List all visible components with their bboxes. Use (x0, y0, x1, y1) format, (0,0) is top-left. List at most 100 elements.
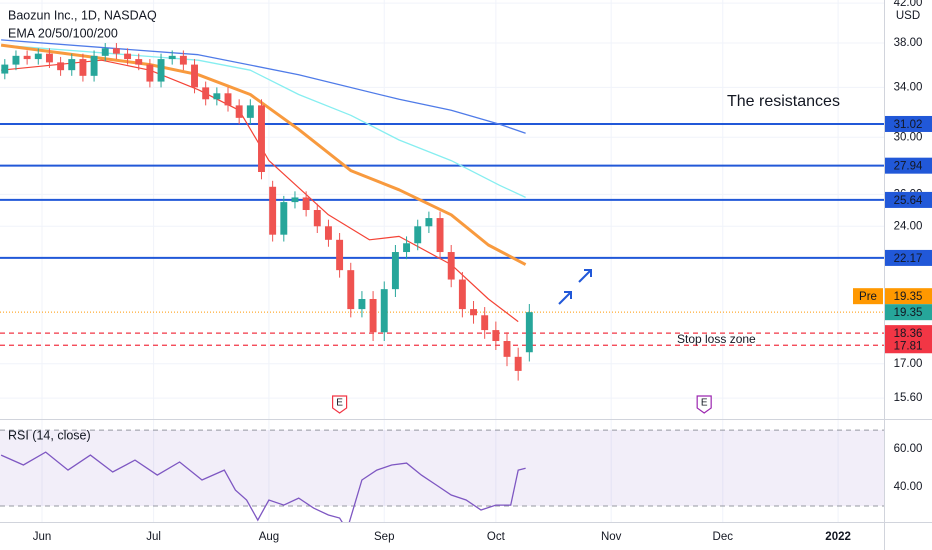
candle-body (324, 226, 332, 240)
rsi-line (0, 451, 526, 522)
candle-body (414, 226, 422, 244)
ema-line (1, 44, 526, 198)
y-tick-label: 24.00 (894, 220, 923, 232)
axis-layer: Jun Jul Aug Sep Oct Nov Dec 2022 42.00 38.00 34.00… (33, 0, 932, 543)
level-label: 27.94 (894, 161, 923, 173)
candle-body (57, 62, 65, 71)
candle-body (146, 64, 154, 82)
level-label: 17.81 (894, 340, 923, 352)
arrow-head (564, 291, 572, 299)
pre-market-tag (853, 288, 883, 305)
candle-body (425, 218, 433, 227)
candle-body (481, 315, 489, 331)
candle-body (347, 270, 355, 310)
rsi-title: RSI (14, close) (8, 428, 91, 442)
candle-body (179, 55, 187, 65)
y-tick-label: 15.60 (894, 392, 923, 404)
stop-loss-annotation: Stop loss zone (677, 332, 756, 346)
candle-body (280, 202, 288, 235)
x-tick-label: Sep (374, 531, 394, 543)
candle-body (291, 197, 299, 203)
y-tick-label: 38.00 (894, 37, 923, 49)
candle-body (436, 218, 444, 253)
candle-body (458, 279, 466, 310)
ema-line (1, 59, 519, 323)
candle-body (124, 53, 132, 60)
rsi-tick-label: 40.00 (894, 481, 923, 493)
candle-body (79, 59, 87, 76)
x-tick-label: Oct (487, 531, 506, 543)
arrow (578, 270, 591, 283)
candle-body (213, 93, 221, 100)
level-label-box (885, 325, 932, 342)
level-label: 18.36 (894, 328, 923, 340)
candle-body (168, 55, 176, 60)
x-tick-label: Dec (713, 531, 734, 543)
trend-arrows (558, 269, 592, 305)
candle-body (68, 59, 76, 71)
earnings-marker (332, 395, 348, 414)
candle-body (447, 252, 455, 280)
indicator-label: EMA 20/50/100/200 (8, 26, 118, 40)
candle-body (492, 330, 500, 342)
candle-body (403, 243, 411, 253)
x-tick-label: Jul (146, 531, 161, 543)
candle-body (23, 55, 31, 60)
candle-body (112, 48, 120, 54)
last-price-label: 19.35 (894, 307, 923, 319)
rsi-pane (0, 429, 884, 522)
arrow (558, 292, 571, 305)
level-label-box (885, 191, 932, 208)
x-tick-label: 2022 (825, 531, 851, 543)
candle-body (202, 87, 210, 100)
candle-body (313, 210, 321, 227)
candle-body (525, 312, 533, 353)
candle-body (157, 59, 165, 82)
candle-body (369, 298, 377, 333)
candle-body (503, 341, 511, 357)
candle-body (191, 64, 198, 88)
candle-body (45, 53, 53, 63)
y-tick-label: 30.00 (894, 131, 923, 143)
candle-body (101, 48, 109, 56)
candle-body (1, 64, 9, 74)
candle-body (90, 55, 98, 76)
candle-body (302, 197, 310, 211)
pre-market-price: 19.35 (894, 291, 923, 303)
x-tick-label: Jun (33, 531, 52, 543)
level-label-box (885, 115, 932, 132)
ema-line (0, 43, 527, 266)
candle-body (12, 55, 20, 65)
candle-body (235, 105, 243, 118)
x-tick-label: Nov (601, 531, 622, 543)
ema-line (1, 39, 526, 134)
chart-title: Baozun Inc., 1D, NASDAQ (8, 8, 157, 22)
currency-label: USD (896, 10, 920, 22)
level-label: 31.02 (894, 119, 923, 131)
arrow-head (584, 269, 592, 277)
resistance-annotation: The resistances (727, 93, 840, 110)
level-label-box (885, 157, 932, 174)
candle-body (246, 105, 254, 118)
last-price-box (885, 304, 932, 321)
level-label: 22.17 (894, 253, 923, 265)
candle-body (358, 298, 366, 310)
candle-body (514, 356, 522, 371)
candle-body (258, 105, 265, 173)
y-tick-label: 42.00 (894, 0, 923, 9)
rsi-band (0, 430, 884, 507)
earnings-label: E (701, 398, 708, 409)
candle-body (34, 53, 42, 60)
earnings-label: E (336, 398, 343, 409)
y-tick-label: 17.00 (894, 358, 923, 370)
rsi-tick-label: 60.00 (894, 443, 923, 455)
level-label-box (885, 337, 932, 354)
y-tick-label: 34.00 (894, 81, 923, 93)
candle-body (224, 93, 232, 106)
candle-body (470, 309, 477, 316)
pre-market-box (885, 288, 932, 305)
earnings-marker (696, 395, 712, 414)
candle-body (336, 239, 344, 271)
